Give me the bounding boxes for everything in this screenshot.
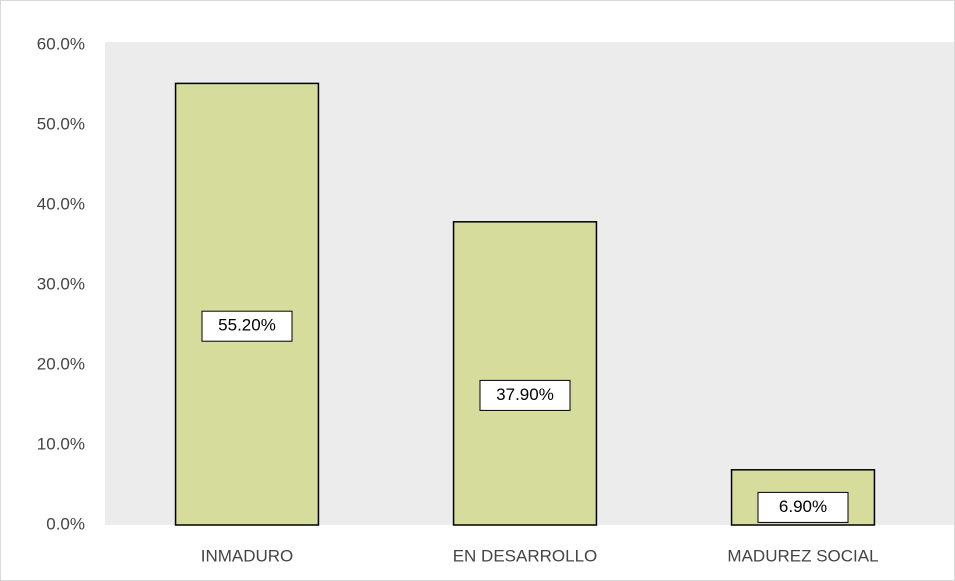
- data-label: 6.90%: [779, 497, 827, 516]
- y-tick-label: 20.0%: [37, 354, 85, 373]
- y-tick-label: 30.0%: [37, 274, 85, 293]
- y-tick-label: 60.0%: [37, 34, 85, 53]
- data-label-box: [201, 310, 293, 342]
- bar: [174, 82, 320, 526]
- data-label-box: [757, 491, 849, 523]
- data-label: 55.20%: [218, 316, 276, 335]
- y-tick-label: 50.0%: [37, 114, 85, 133]
- x-tick-label: INMADURO: [201, 546, 294, 565]
- x-tick-label: MADUREZ SOCIAL: [727, 546, 878, 565]
- data-label: 37.90%: [496, 385, 554, 404]
- y-tick-label: 40.0%: [37, 194, 85, 213]
- bar: [452, 221, 598, 526]
- x-tick-label: EN DESARROLLO: [453, 546, 598, 565]
- data-label-box: [479, 379, 571, 411]
- y-tick-label: 10.0%: [37, 434, 85, 453]
- y-tick-label: 0.0%: [46, 514, 85, 533]
